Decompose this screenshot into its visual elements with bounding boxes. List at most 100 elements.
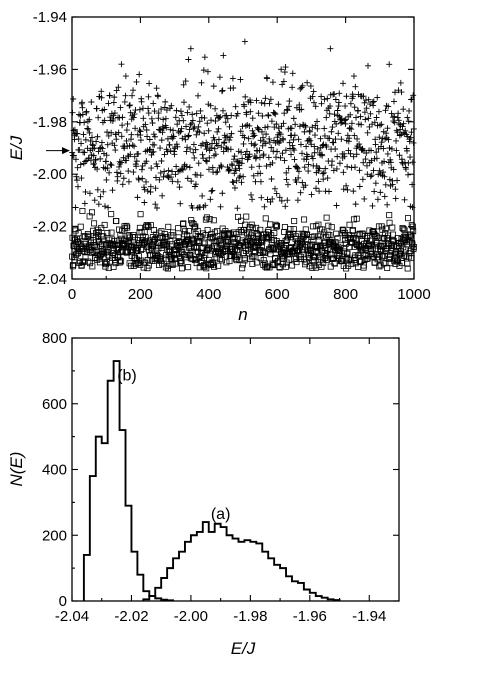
plus-point bbox=[250, 172, 257, 179]
plus-point bbox=[351, 104, 358, 111]
square-point bbox=[162, 242, 169, 249]
plus-point bbox=[292, 121, 299, 128]
plus-point bbox=[103, 152, 110, 159]
square-point bbox=[195, 233, 202, 240]
plus-point bbox=[108, 129, 115, 136]
plus-point bbox=[239, 155, 246, 162]
plus-point bbox=[159, 123, 166, 130]
square-point bbox=[256, 249, 263, 256]
plus-point bbox=[289, 84, 296, 91]
plus-point bbox=[384, 201, 391, 208]
square-point bbox=[113, 217, 120, 224]
plus-point bbox=[146, 80, 153, 87]
plus-point bbox=[117, 170, 124, 177]
plus-point bbox=[144, 133, 151, 140]
plus-point bbox=[182, 78, 189, 85]
plus-point bbox=[84, 118, 91, 125]
plus-point bbox=[305, 168, 312, 175]
plus-point bbox=[327, 103, 334, 110]
square-point bbox=[247, 243, 254, 250]
square-point bbox=[250, 253, 257, 260]
plus-point bbox=[393, 137, 400, 144]
plus-point bbox=[354, 135, 361, 142]
plus-point bbox=[400, 120, 407, 127]
plus-point bbox=[293, 179, 300, 186]
plus-point bbox=[314, 118, 321, 125]
plus-point bbox=[143, 158, 150, 165]
square-point bbox=[389, 224, 396, 231]
scatter-points bbox=[69, 38, 417, 272]
x-tick-label: -2.00 bbox=[174, 608, 208, 625]
plus-point bbox=[87, 138, 94, 145]
plus-point bbox=[235, 162, 242, 169]
plus-point bbox=[392, 186, 399, 193]
plus-point bbox=[309, 124, 316, 131]
plus-point bbox=[160, 116, 167, 123]
plus-point bbox=[204, 141, 211, 148]
plus-point bbox=[298, 106, 305, 113]
plus-point bbox=[202, 202, 209, 209]
square-point bbox=[271, 229, 278, 236]
plus-point bbox=[72, 204, 79, 211]
plus-point bbox=[360, 159, 367, 166]
plus-point bbox=[264, 123, 271, 130]
plus-point bbox=[243, 111, 250, 118]
plus-point bbox=[256, 163, 263, 170]
plus-point bbox=[212, 105, 219, 112]
plus-point bbox=[147, 188, 154, 195]
plus-point bbox=[185, 133, 192, 140]
square-point bbox=[179, 250, 186, 257]
plus-point bbox=[302, 122, 309, 129]
plus-point bbox=[111, 142, 118, 149]
square-point bbox=[147, 222, 154, 229]
square-point bbox=[108, 211, 115, 218]
plus-point bbox=[109, 187, 116, 194]
plus-point bbox=[364, 171, 371, 178]
square-point bbox=[298, 239, 305, 246]
plus-point bbox=[373, 155, 380, 162]
plus-point bbox=[274, 148, 281, 155]
plus-point bbox=[91, 145, 98, 152]
plus-point bbox=[238, 149, 245, 156]
plus-point bbox=[115, 84, 122, 91]
square-point bbox=[315, 221, 322, 228]
plus-point bbox=[78, 140, 85, 147]
plus-point bbox=[252, 141, 259, 148]
plus-point bbox=[145, 93, 152, 100]
scatter-x-axis-label: n bbox=[238, 305, 247, 324]
plus-point bbox=[225, 166, 232, 173]
plus-point bbox=[163, 107, 170, 114]
plus-point bbox=[241, 103, 248, 110]
plus-point bbox=[255, 126, 262, 133]
square-point bbox=[104, 249, 111, 256]
plus-point bbox=[108, 162, 115, 169]
plus-point bbox=[269, 195, 276, 202]
plus-point bbox=[89, 134, 96, 141]
square-point bbox=[97, 242, 104, 249]
plus-point bbox=[107, 161, 114, 168]
plus-point bbox=[81, 200, 88, 207]
plus-point bbox=[257, 170, 264, 177]
plus-point bbox=[293, 163, 300, 170]
square-point bbox=[313, 223, 320, 230]
plus-point bbox=[195, 160, 202, 167]
square-point bbox=[202, 216, 209, 223]
plus-point bbox=[299, 179, 306, 186]
square-point bbox=[353, 215, 360, 222]
plus-point bbox=[363, 150, 370, 157]
plus-point bbox=[302, 182, 309, 189]
square-point bbox=[293, 255, 300, 262]
square-point bbox=[89, 248, 96, 255]
plus-point bbox=[328, 128, 335, 135]
plus-point bbox=[226, 167, 233, 174]
plus-point bbox=[361, 99, 368, 106]
plus-point bbox=[375, 108, 382, 115]
plus-point bbox=[295, 136, 302, 143]
plus-point bbox=[217, 203, 224, 210]
square-point bbox=[100, 233, 107, 240]
plus-point bbox=[187, 145, 194, 152]
x-tick-label: -2.04 bbox=[55, 608, 89, 625]
scatter-y-axis-label: E/J bbox=[7, 135, 26, 160]
plus-point bbox=[118, 159, 125, 166]
plus-point bbox=[258, 194, 265, 201]
